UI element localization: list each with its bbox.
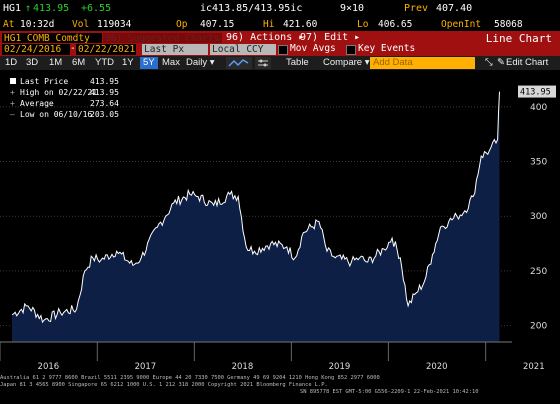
key-events-label: Key Events	[358, 43, 416, 54]
chart-type-title: Line Chart	[485, 32, 552, 45]
y-tick-label: 250	[530, 267, 547, 277]
quote-time: 10:32d	[20, 19, 55, 30]
average-marker-icon: +	[10, 99, 15, 108]
high-label: Hi	[263, 19, 275, 30]
last-price-tag: 413.95	[518, 85, 556, 98]
legend-high-label: High on 02/22/21	[20, 88, 97, 97]
open-value: 407.15	[200, 19, 235, 30]
x-tick-label: 2018	[232, 362, 254, 372]
chart-legend: Last Price 413.95 + High on 02/22/21 413…	[10, 77, 119, 119]
period-6m[interactable]: 6M	[72, 57, 86, 68]
open-label: Op	[176, 19, 188, 30]
frequency-select[interactable]: Daily ▾	[186, 57, 215, 68]
legend-high-value: 413.95	[90, 88, 119, 97]
footer-line2: Japan 81 3 4565 8900 Singapore 65 6212 1…	[0, 382, 328, 388]
quote-header-row2: At 10:32d Vol 119034 Op 407.15 Hi 421.60…	[0, 17, 560, 31]
chart-toolbar: 1D 3D 1M 6M YTD 1Y 5Y Max Daily ▾ Table …	[0, 56, 560, 70]
low-marker-icon: –	[10, 110, 15, 119]
last-price-swatch	[10, 78, 16, 84]
price-change: +6.55	[81, 3, 112, 14]
period-1d[interactable]: 1D	[5, 57, 18, 68]
currency-select[interactable]: Local CCY	[210, 44, 276, 55]
edit-chart-icon: ✎	[497, 57, 505, 68]
legend-avg-label: Average	[20, 99, 54, 108]
size-ratio: 9×10	[340, 3, 365, 14]
end-date-field[interactable]: 02/22/2021	[76, 44, 136, 55]
legend-avg-value: 273.64	[90, 99, 119, 108]
date-separator: -	[70, 43, 76, 54]
line-style-button[interactable]	[226, 57, 252, 69]
sliders-icon	[258, 59, 268, 67]
y-tick-label: 400	[530, 103, 547, 113]
y-tick-label: 350	[530, 158, 547, 168]
actions-menu[interactable]: 96) Actions ▸	[226, 32, 305, 43]
field-select[interactable]: Last Px	[142, 44, 208, 55]
last-price: 413.95	[33, 3, 70, 14]
x-tick-label: 2019	[329, 362, 351, 372]
period-1y[interactable]: 1Y	[122, 57, 134, 68]
low-label: Lo	[357, 19, 369, 30]
price-area	[12, 91, 500, 342]
price-chart: 200 250 300 350 400 2016 2017 2018 2019 2020 2021…	[0, 77, 556, 372]
period-ytd[interactable]: YTD	[95, 57, 114, 68]
mov-avgs-checkbox[interactable]	[278, 45, 288, 55]
svg-text:413.95: 413.95	[520, 88, 551, 98]
legend-low-label: Low on 06/10/16	[20, 110, 92, 119]
y-axis: 200 250 300 350 400	[530, 103, 547, 332]
volume: 119034	[97, 19, 132, 30]
low-value: 406.65	[378, 19, 413, 30]
x-tick-label: 2016	[38, 362, 60, 372]
x-tick-label: 2020	[426, 362, 448, 372]
openint-label: OpenInt	[441, 19, 482, 30]
chart-settings-button[interactable]	[255, 57, 271, 69]
add-data-input[interactable]: Add Data	[370, 57, 475, 69]
footer-line3: SN 895778 EST GMT-5:00 G556-2209-1 22-Fe…	[300, 389, 479, 395]
at-label: At	[3, 19, 15, 30]
x-tick-label: 2017	[135, 362, 157, 372]
y-tick-label: 200	[530, 322, 547, 332]
legend-last-value: 413.95	[90, 77, 119, 86]
line-chart-icon	[228, 59, 249, 67]
quote-header-row1: HG1 ↑ 413.95 +6.55 ic413.85/413.95ic 9×1…	[0, 0, 560, 17]
key-events-checkbox[interactable]	[346, 45, 356, 55]
vol-label: Vol	[72, 19, 90, 30]
expand-icon[interactable]: ⤡	[485, 57, 493, 68]
period-5y[interactable]: 5Y	[140, 57, 158, 69]
x-axis: 2016 2017 2018 2019 2020 2021	[0, 341, 545, 372]
footer-line1: Australia 61 2 9777 8600 Brazil 5511 239…	[0, 375, 380, 381]
period-1m[interactable]: 1M	[49, 57, 63, 68]
prev-value: 407.40	[436, 3, 473, 14]
suggested-charts-button[interactable]: 96) Suggested Charts	[103, 33, 222, 44]
security-field[interactable]: HG1 COMB Comdty	[2, 33, 102, 44]
price-line	[11, 91, 500, 324]
high-marker-icon: +	[10, 88, 15, 97]
ticker[interactable]: HG1	[3, 3, 22, 14]
table-button[interactable]: Table	[286, 57, 309, 68]
period-max[interactable]: Max	[162, 57, 180, 68]
last-up-arrow-icon: ↑	[25, 3, 32, 14]
y-tick-label: 300	[530, 212, 547, 222]
period-3d[interactable]: 3D	[26, 57, 39, 68]
security-bar: HG1 COMB Comdty 96) Suggested Charts 96)…	[0, 31, 560, 46]
legend-last-label: Last Price	[20, 77, 68, 86]
start-date-field[interactable]: 02/24/2016	[2, 44, 70, 55]
mov-avgs-label: Mov Avgs	[290, 43, 336, 54]
edit-menu[interactable]: 97) Edit ▸	[300, 32, 361, 43]
bid-ask: ic413.85/413.95ic	[200, 3, 303, 14]
x-tick-label: 2021	[523, 362, 545, 372]
openint-value: 58068	[494, 19, 523, 30]
edit-chart-button[interactable]: Edit Chart	[506, 57, 549, 68]
date-range-bar: 02/24/2016 - 02/22/2021 Last Px Local CC…	[0, 43, 560, 56]
high-value: 421.60	[283, 19, 318, 30]
legend-low-value: 203.05	[90, 110, 119, 119]
compare-menu[interactable]: Compare ▾	[323, 57, 370, 68]
prev-label: Prev	[404, 3, 429, 14]
